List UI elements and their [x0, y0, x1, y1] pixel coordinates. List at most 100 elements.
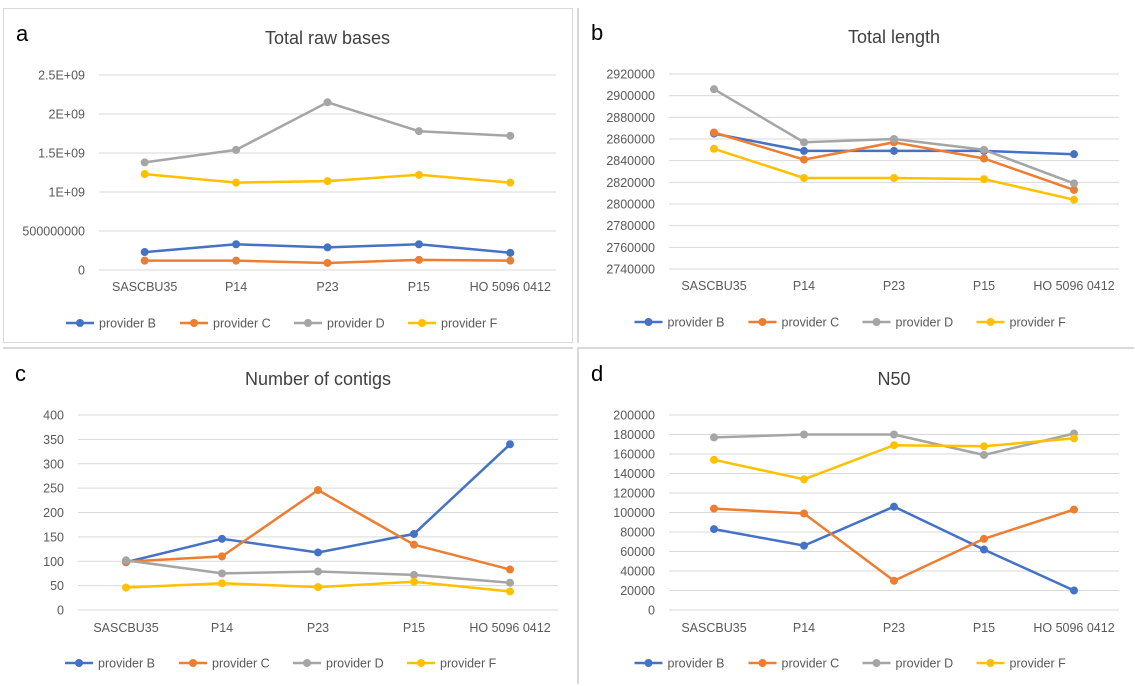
- data-point: [1070, 195, 1078, 204]
- y-tick-label: 40000: [620, 565, 655, 579]
- chart-panel-a: a Total raw bases 0 500000000 1E+09 1.5E+09 2…: [3, 8, 573, 343]
- data-point: [506, 578, 514, 587]
- data-point: [122, 556, 130, 565]
- data-point: [506, 587, 514, 596]
- legend-swatch-marker: [872, 318, 881, 326]
- legend-label: provider B: [98, 657, 155, 671]
- data-point: [410, 540, 418, 549]
- chart-title: N50: [877, 369, 910, 389]
- legend-item: provider B: [634, 316, 725, 330]
- x-tick-label: P23: [307, 621, 329, 635]
- data-point: [890, 576, 898, 585]
- y-tick-label: 500000000: [22, 225, 85, 239]
- y-tick-label: 2E+09: [49, 108, 86, 122]
- y-tick-label: 200000: [613, 409, 655, 423]
- legend-label: provider F: [1010, 316, 1067, 330]
- y-tick-label: 160000: [613, 448, 655, 462]
- x-tick-label: SASCBU35: [681, 621, 746, 635]
- legend-label: provider B: [99, 317, 156, 331]
- line-chart-number-of-contigs: Number of contigs 0 50 100 150 200 250 300 350 40…: [43, 369, 558, 671]
- legend-swatch-marker: [75, 659, 83, 667]
- x-tick-label: P15: [403, 621, 425, 635]
- y-tick-label: 120000: [613, 487, 655, 501]
- data-point: [980, 145, 988, 154]
- data-point: [506, 131, 515, 140]
- x-tick-label: P14: [211, 621, 233, 635]
- line-chart-n50: N50 0 20000 40000 60000 80000 100000 120000 1400…: [613, 369, 1119, 671]
- legend-label: provider F: [440, 657, 497, 671]
- data-point: [414, 255, 423, 264]
- legend-label: provider F: [1010, 657, 1067, 671]
- chart-title: Number of contigs: [245, 369, 391, 389]
- data-point: [710, 525, 718, 534]
- y-tick-label: 1E+09: [49, 186, 86, 200]
- y-tick-label: 2880000: [606, 111, 655, 125]
- data-point: [890, 441, 898, 450]
- data-point: [232, 256, 241, 265]
- data-point: [710, 433, 718, 442]
- legend-label: provider D: [327, 317, 385, 331]
- data-point: [140, 170, 149, 179]
- data-point: [506, 565, 514, 574]
- data-point: [314, 486, 322, 495]
- chart-panel-d: d N50 0 20000 40000 60000 80000 100000 120000 14…: [577, 347, 1134, 684]
- line-chart-total-raw-bases: Total raw bases 0 500000000 1E+09 1.5E+09 2E+…: [22, 28, 556, 331]
- data-point: [122, 583, 130, 592]
- data-point: [232, 178, 241, 187]
- series-line: [125, 488, 511, 571]
- data-point: [414, 240, 423, 249]
- legend-label: provider F: [441, 317, 498, 331]
- legend-item: provider F: [976, 657, 1067, 671]
- legend-swatch-marker: [189, 659, 197, 667]
- legend-swatch-marker: [986, 318, 995, 326]
- y-tick-label: 2800000: [606, 198, 655, 212]
- legend-item: provider C: [748, 316, 839, 330]
- data-point: [314, 567, 322, 576]
- legend-item: provider F: [407, 657, 497, 671]
- y-tick-label: 2760000: [606, 241, 655, 255]
- data-point: [323, 177, 332, 186]
- y-tick-label: 0: [57, 604, 64, 618]
- x-tick-label: SASCBU35: [93, 621, 158, 635]
- legend-swatch-marker: [190, 319, 198, 327]
- data-point: [800, 146, 808, 155]
- y-tick-label: 2920000: [606, 68, 655, 82]
- y-tick-label: 2740000: [606, 263, 655, 277]
- legend-swatch-marker: [418, 319, 426, 327]
- x-tick-label: HO 5096 0412: [470, 280, 551, 294]
- data-point: [980, 442, 988, 451]
- data-point: [800, 138, 808, 147]
- legend-swatch-marker: [758, 659, 767, 667]
- legend-item: provider D: [862, 657, 953, 671]
- data-point: [506, 256, 515, 265]
- data-point: [323, 258, 332, 267]
- data-point: [1070, 586, 1078, 595]
- data-point: [232, 240, 241, 249]
- legend-item: provider F: [408, 317, 498, 331]
- legend-swatch-marker: [644, 318, 653, 326]
- data-point: [710, 455, 718, 464]
- data-point: [414, 170, 423, 179]
- data-point: [890, 146, 898, 155]
- x-tick-label: P14: [793, 621, 815, 635]
- legend-item: provider B: [66, 317, 156, 331]
- y-tick-label: 0: [648, 604, 655, 618]
- x-tick-label: P15: [408, 280, 430, 294]
- x-tick-label: P14: [225, 280, 247, 294]
- data-point: [890, 174, 898, 182]
- data-point: [980, 534, 988, 543]
- data-point: [890, 430, 898, 439]
- y-tick-label: 2.5E+09: [38, 69, 85, 83]
- legend-swatch-marker: [986, 659, 995, 667]
- y-tick-label: 100: [43, 555, 64, 569]
- y-tick-label: 60000: [620, 545, 655, 559]
- data-point: [710, 85, 718, 94]
- data-point: [800, 430, 808, 439]
- data-point: [890, 135, 898, 143]
- legend-item: provider C: [180, 317, 271, 331]
- data-point: [1070, 185, 1078, 194]
- x-tick-label: P15: [973, 279, 995, 293]
- y-tick-label: 1.5E+09: [38, 147, 85, 161]
- data-point: [800, 509, 808, 518]
- legend-label: provider B: [668, 316, 725, 330]
